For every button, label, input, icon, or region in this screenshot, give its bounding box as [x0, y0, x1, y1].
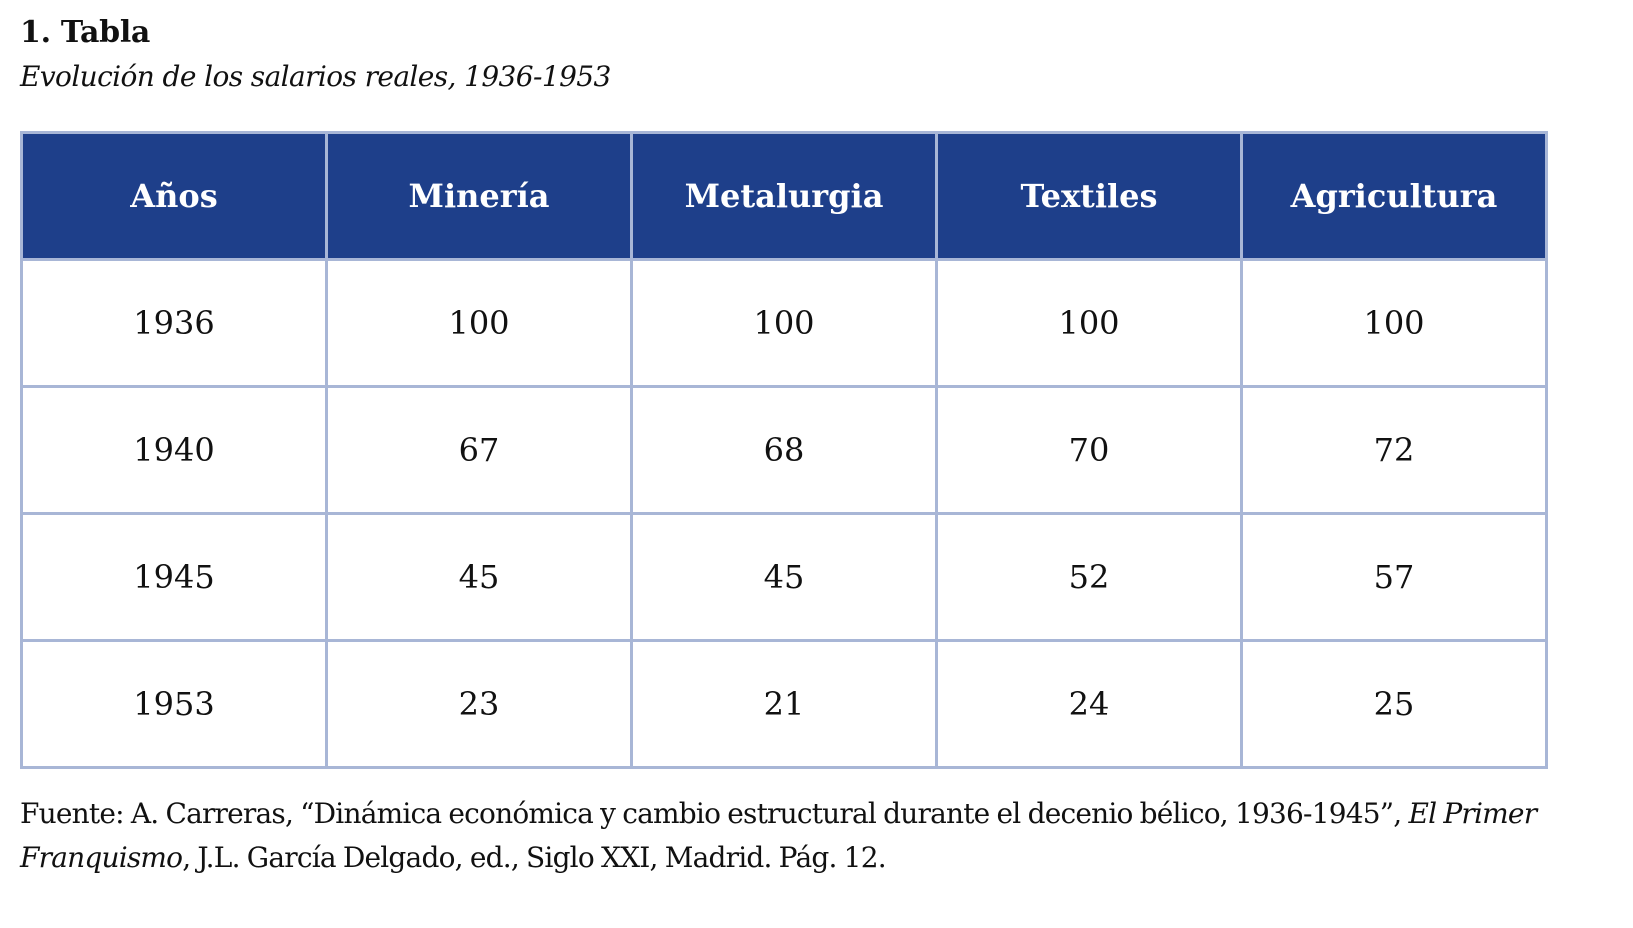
table-cell: 72 [1240, 385, 1548, 515]
table-cell: 21 [630, 639, 938, 769]
table-cell: 100 [935, 258, 1243, 388]
table-cell: 70 [935, 385, 1243, 515]
table-cell: 45 [325, 512, 633, 642]
column-header-textiles: Textiles [935, 131, 1243, 261]
source-prefix: Fuente: A. Carreras, “Dinámica económica… [20, 797, 1409, 830]
source-citation: Fuente: A. Carreras, “Dinámica económica… [20, 792, 1580, 880]
table-row: 1945 45 45 52 57 [20, 512, 1548, 642]
table-body: 1936 100 100 100 100 1940 67 68 70 72 19… [20, 258, 1548, 769]
table-subheading: Evolución de los salarios reales, 1936-1… [20, 60, 611, 93]
table-row: 1936 100 100 100 100 [20, 258, 1548, 388]
table-heading: 1. Tabla [20, 15, 151, 50]
table-cell: 57 [1240, 512, 1548, 642]
table-row: 1940 67 68 70 72 [20, 385, 1548, 515]
table-row: 1953 23 21 24 25 [20, 639, 1548, 769]
table-cell: 1936 [20, 258, 328, 388]
table-cell: 67 [325, 385, 633, 515]
salaries-table: Años Minería Metalurgia Textiles Agricul… [20, 131, 1548, 769]
table-cell: 45 [630, 512, 938, 642]
table-cell: 25 [1240, 639, 1548, 769]
table-cell: 100 [630, 258, 938, 388]
table-cell: 68 [630, 385, 938, 515]
column-header-years: Años [20, 131, 328, 261]
column-header-agriculture: Agricultura [1240, 131, 1548, 261]
table-cell: 23 [325, 639, 633, 769]
table-cell: 52 [935, 512, 1243, 642]
column-header-metallurgy: Metalurgia [630, 131, 938, 261]
table-cell: 100 [1240, 258, 1548, 388]
table-cell: 1945 [20, 512, 328, 642]
table-header: Años Minería Metalurgia Textiles Agricul… [20, 131, 1548, 261]
table-cell: 24 [935, 639, 1243, 769]
header-row: Años Minería Metalurgia Textiles Agricul… [20, 131, 1548, 261]
table-cell: 100 [325, 258, 633, 388]
source-suffix: , J.L. García Delgado, ed., Siglo XXI, M… [182, 841, 886, 874]
table-cell: 1940 [20, 385, 328, 515]
source-book-title: El Primer Franquismo [20, 797, 1537, 874]
column-header-mining: Minería [325, 131, 633, 261]
table-cell: 1953 [20, 639, 328, 769]
